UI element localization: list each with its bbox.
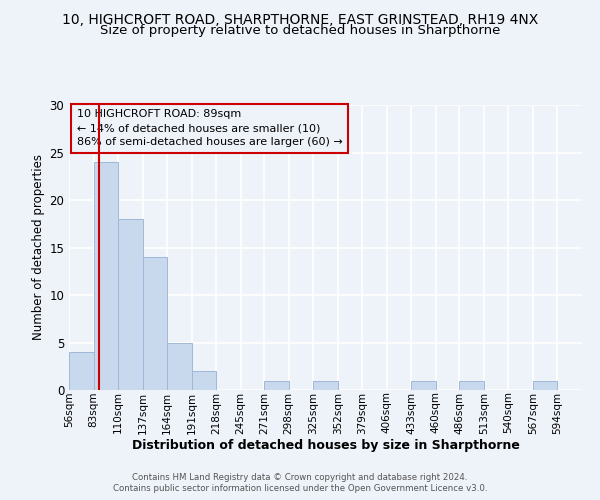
Bar [191, 371, 216, 390]
Bar [460, 380, 484, 390]
Text: Contains public sector information licensed under the Open Government Licence v3: Contains public sector information licen… [113, 484, 487, 493]
Text: Contains HM Land Registry data © Crown copyright and database right 2024.: Contains HM Land Registry data © Crown c… [132, 472, 468, 482]
Bar [69, 352, 94, 390]
Text: Size of property relative to detached houses in Sharpthorne: Size of property relative to detached ho… [100, 24, 500, 37]
Bar [533, 380, 557, 390]
Y-axis label: Number of detached properties: Number of detached properties [32, 154, 45, 340]
Text: 10 HIGHCROFT ROAD: 89sqm
← 14% of detached houses are smaller (10)
86% of semi-d: 10 HIGHCROFT ROAD: 89sqm ← 14% of detach… [77, 110, 343, 148]
Bar [94, 162, 118, 390]
Text: 10, HIGHCROFT ROAD, SHARPTHORNE, EAST GRINSTEAD, RH19 4NX: 10, HIGHCROFT ROAD, SHARPTHORNE, EAST GR… [62, 12, 538, 26]
Bar [264, 380, 289, 390]
Bar [412, 380, 436, 390]
Bar [313, 380, 338, 390]
Bar [143, 257, 167, 390]
Bar [118, 219, 143, 390]
X-axis label: Distribution of detached houses by size in Sharpthorne: Distribution of detached houses by size … [131, 439, 520, 452]
Bar [167, 342, 191, 390]
